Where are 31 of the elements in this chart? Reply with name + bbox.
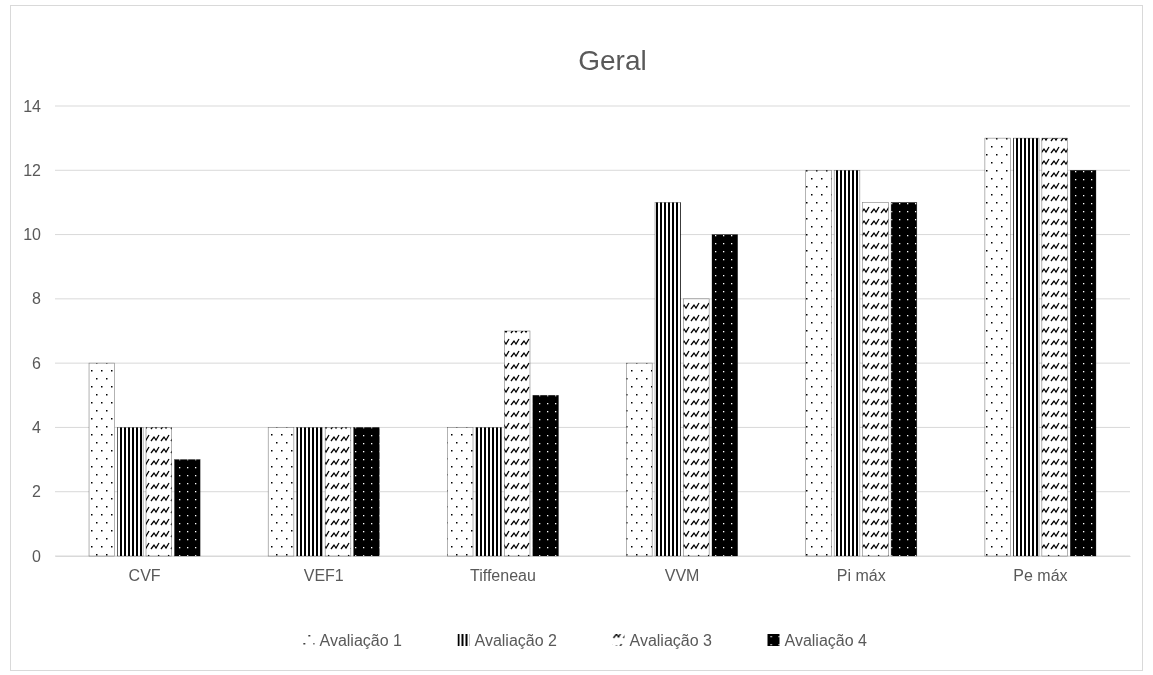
y-tick-label: 8	[32, 290, 42, 308]
bar	[174, 459, 201, 557]
legend-label: Avaliação 4	[784, 632, 868, 649]
x-tick-label: Pi máx	[836, 567, 886, 585]
x-tick-label: VVM	[664, 567, 700, 585]
y-tick-label: 12	[23, 161, 42, 179]
bar	[862, 202, 889, 557]
x-tick-label: Pe máx	[1013, 567, 1068, 585]
bar	[353, 427, 380, 557]
bar	[833, 169, 861, 557]
y-tick-label: 10	[23, 226, 42, 244]
x-tick-label: CVF	[128, 567, 161, 585]
legend-label: Avaliação 2	[474, 632, 558, 649]
y-tick-label: 2	[32, 483, 42, 501]
y-tick-label: 6	[32, 354, 42, 372]
bar	[805, 169, 832, 557]
bar	[984, 137, 1011, 557]
legend-label: Avaliação 3	[629, 632, 713, 649]
bar	[324, 427, 352, 557]
x-tick-label: Tiffeneau	[470, 567, 536, 585]
y-tick-label: 0	[32, 547, 42, 565]
bar	[890, 202, 918, 557]
bar	[1070, 169, 1097, 557]
y-tick-label: 4	[32, 419, 42, 437]
chart-title: Geral	[578, 45, 647, 76]
bar	[296, 427, 323, 557]
x-tick-label: VEF1	[303, 567, 344, 585]
bar	[267, 427, 295, 557]
legend-label: Avaliação 1	[319, 632, 403, 649]
y-tick-label: 14	[23, 97, 42, 115]
bar	[88, 362, 115, 557]
